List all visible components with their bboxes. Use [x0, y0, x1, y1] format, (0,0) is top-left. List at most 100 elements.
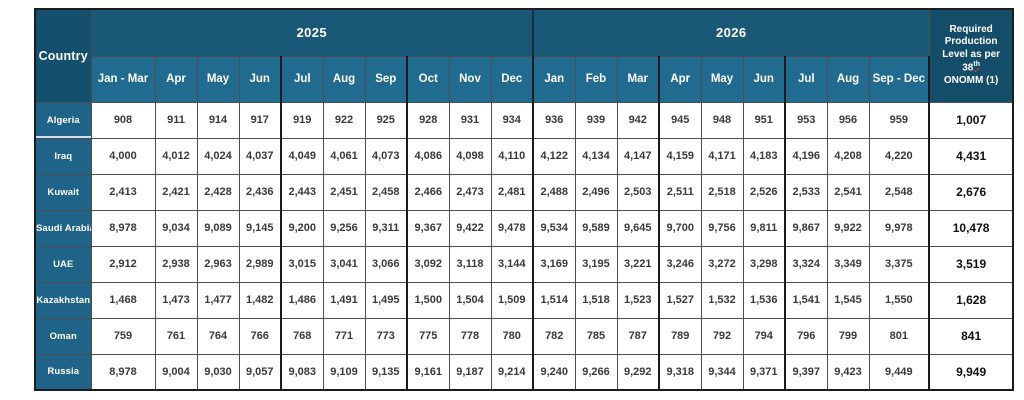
value-cell: 2,466: [406, 173, 450, 211]
value-cell: 9,240: [532, 353, 576, 391]
value-cell: 942: [616, 101, 660, 139]
value-cell: 4,196: [784, 137, 828, 175]
value-cell: 1,509: [490, 281, 534, 319]
value-cell: 9,978: [868, 209, 931, 247]
value-cell: 9,004: [154, 353, 198, 391]
country-cell: Saudi Arabia: [34, 209, 92, 247]
value-cell: 9,449: [868, 353, 931, 391]
month-header: Nov: [448, 55, 492, 103]
value-cell: 953: [784, 101, 828, 139]
value-cell: 928: [406, 101, 450, 139]
month-header: Feb: [574, 55, 618, 103]
value-cell: 4,000: [90, 137, 156, 175]
required-header-line: Production: [944, 36, 998, 48]
value-cell: 9,811: [742, 209, 786, 247]
value-cell: 9,756: [700, 209, 744, 247]
value-cell: 801: [868, 317, 931, 355]
value-cell: 1,486: [280, 281, 324, 319]
value-cell: 3,015: [280, 245, 324, 283]
required-value-cell: 1,007: [928, 101, 1014, 139]
value-cell: 1,541: [784, 281, 828, 319]
value-cell: 4,086: [406, 137, 450, 175]
value-cell: 761: [154, 317, 198, 355]
value-cell: 945: [658, 101, 702, 139]
month-header: Jun: [742, 55, 786, 103]
required-production-header: Required Production Level as per 38th ON…: [928, 8, 1014, 103]
required-header-number: 38: [962, 62, 974, 74]
value-cell: 1,514: [532, 281, 576, 319]
value-cell: 2,421: [154, 173, 198, 211]
value-cell: 766: [238, 317, 282, 355]
required-header-line: Required: [949, 23, 993, 35]
country-cell: Kazakhstan: [34, 281, 92, 319]
value-cell: 2,488: [532, 173, 576, 211]
value-cell: 1,473: [154, 281, 198, 319]
value-cell: 3,092: [406, 245, 450, 283]
value-cell: 3,195: [574, 245, 618, 283]
value-cell: 778: [448, 317, 492, 355]
month-header: Sep: [364, 55, 408, 103]
value-cell: 934: [490, 101, 534, 139]
value-cell: 4,073: [364, 137, 408, 175]
value-cell: 922: [322, 101, 366, 139]
month-header: Sep - Dec: [868, 55, 931, 103]
table-row: Algeria 908 911 914 917 919 922 925 928 931 934 936…: [34, 101, 1014, 139]
value-cell: 9,423: [826, 353, 870, 391]
country-cell: Algeria: [34, 101, 92, 139]
month-header: Jul: [280, 55, 324, 103]
value-cell: 3,169: [532, 245, 576, 283]
value-cell: 2,526: [742, 173, 786, 211]
value-cell: 4,147: [616, 137, 660, 175]
month-header: Aug: [322, 55, 366, 103]
value-cell: 4,110: [490, 137, 534, 175]
value-cell: 3,221: [616, 245, 660, 283]
value-cell: 4,122: [532, 137, 576, 175]
country-cell: Russia: [34, 353, 92, 391]
value-cell: 4,012: [154, 137, 198, 175]
value-cell: 9,057: [238, 353, 282, 391]
value-cell: 1,495: [364, 281, 408, 319]
value-cell: 4,159: [658, 137, 702, 175]
value-cell: 2,963: [196, 245, 240, 283]
required-header-line: Level as per: [942, 48, 1001, 60]
value-cell: 1,468: [90, 281, 156, 319]
value-cell: 3,349: [826, 245, 870, 283]
value-cell: 9,135: [364, 353, 408, 391]
table-row: UAE 2,912 2,938 2,963 2,989 3,015 3,041 3,066 3,…: [34, 245, 1014, 283]
year-2025-header: 2025: [90, 8, 534, 57]
value-cell: 9,867: [784, 209, 828, 247]
value-cell: 2,451: [322, 173, 366, 211]
value-cell: 1,527: [658, 281, 702, 319]
value-cell: 4,134: [574, 137, 618, 175]
table-row: Oman 759 761 764 766 768 771 773 775 778 780 782 785…: [34, 317, 1014, 355]
value-cell: 911: [154, 101, 198, 139]
month-header: Jul: [784, 55, 828, 103]
table-body: Algeria 908 911 914 917 919 922 925 928 931 934 936…: [34, 101, 1014, 391]
country-cell: Iraq: [34, 137, 92, 175]
required-value-cell: 841: [928, 317, 1014, 355]
required-value-cell: 10,478: [928, 209, 1014, 247]
country-cell: Kuwait: [34, 173, 92, 211]
value-cell: 4,183: [742, 137, 786, 175]
value-cell: 2,413: [90, 173, 156, 211]
value-cell: 2,473: [448, 173, 492, 211]
required-header-ordinal: th: [973, 61, 980, 69]
value-cell: 9,083: [280, 353, 324, 391]
month-header: Jan - Mar: [90, 55, 156, 103]
value-cell: 951: [742, 101, 786, 139]
value-cell: 9,344: [700, 353, 744, 391]
value-cell: 2,496: [574, 173, 618, 211]
value-cell: 2,989: [238, 245, 282, 283]
value-cell: 2,511: [658, 173, 702, 211]
value-cell: 2,548: [868, 173, 931, 211]
month-header: Oct: [406, 55, 450, 103]
value-cell: 1,536: [742, 281, 786, 319]
value-cell: 773: [364, 317, 408, 355]
month-header: Mar: [616, 55, 660, 103]
value-cell: 9,089: [196, 209, 240, 247]
month-header: Jan: [532, 55, 576, 103]
value-cell: 2,503: [616, 173, 660, 211]
value-cell: 4,024: [196, 137, 240, 175]
month-header: Jun: [238, 55, 282, 103]
value-cell: 9,109: [322, 353, 366, 391]
